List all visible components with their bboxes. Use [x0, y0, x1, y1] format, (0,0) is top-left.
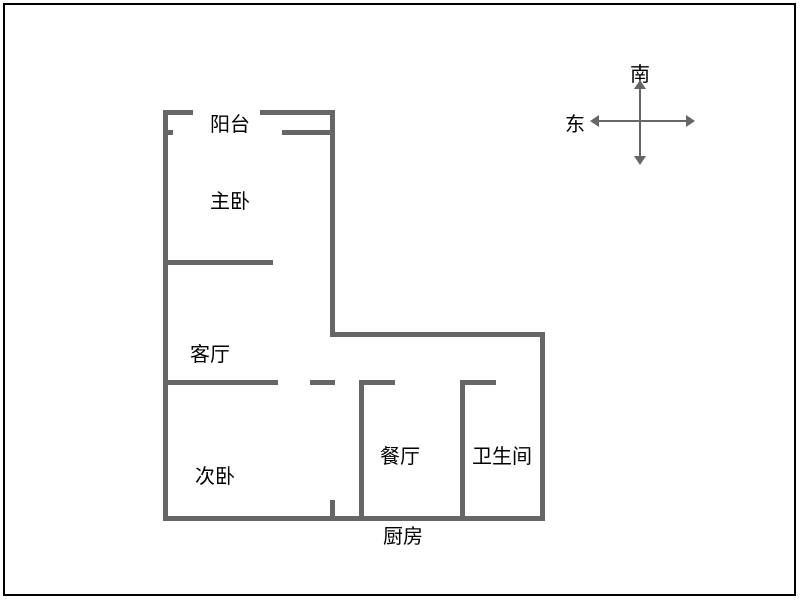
label-bathroom: 卫生间 [472, 440, 532, 469]
label-second-bedroom: 次卧 [195, 460, 235, 489]
wall-left-outer [163, 110, 168, 520]
outer-frame [3, 3, 796, 596]
wall-master-living-divider [163, 260, 273, 265]
compass-arrow-west-icon [686, 115, 695, 127]
wall-right-outer-lower [540, 332, 545, 520]
compass-arrow-east-icon [590, 115, 599, 127]
wall-living-second-left [163, 380, 278, 385]
label-kitchen: 厨房 [383, 520, 423, 549]
compass-vertical-arm [639, 85, 641, 160]
wall-balcony-bottom-right [282, 130, 334, 135]
wall-living-second-right [310, 380, 335, 385]
compass-east-label: 东 [565, 108, 585, 137]
label-balcony: 阳台 [210, 108, 250, 137]
wall-upper-right-vertical [330, 110, 335, 335]
wall-balcony-top-right [260, 110, 334, 115]
compass-arrow-north-icon [634, 156, 646, 165]
wall-bathroom-top [460, 380, 496, 385]
wall-midline-horizontal [330, 332, 545, 337]
wall-dining-left-vertical [359, 380, 364, 520]
wall-balcony-bottom-left [163, 130, 173, 135]
wall-bathroom-left-vertical [460, 380, 465, 520]
wall-dining-top [359, 380, 395, 385]
label-master-bedroom: 主卧 [210, 185, 250, 214]
wall-kitchen-notch-left [359, 500, 364, 520]
wall-second-bottom-notch [330, 500, 335, 520]
compass-arrow-south-icon [634, 80, 646, 89]
wall-bottom-outer [163, 516, 545, 521]
label-dining-room: 餐厅 [380, 440, 420, 469]
compass-horizontal-arm [595, 120, 690, 122]
label-living-room: 客厅 [190, 338, 230, 367]
